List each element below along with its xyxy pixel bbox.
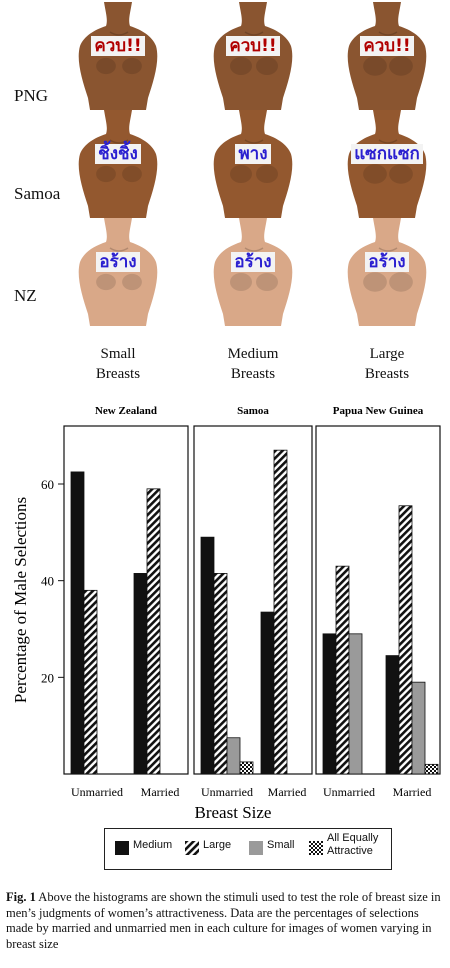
bar-medium	[133, 573, 148, 775]
chart-legend: Medium Large Small All Equally Attractiv…	[104, 828, 392, 870]
overlay-label: แซกแซก	[351, 144, 423, 164]
row-label-samoa: Samoa	[14, 184, 61, 203]
legend-swatch-large	[185, 841, 199, 855]
stimulus-nz-medium: อร้าง	[201, 218, 305, 326]
row-label-nz: NZ	[14, 286, 37, 305]
panel-title: Samoa	[237, 405, 269, 417]
bar-large	[335, 565, 350, 775]
legend-label-large: Large	[203, 839, 232, 851]
overlay-text: ควบ!!	[66, 32, 170, 59]
bar-large	[146, 488, 161, 775]
y-axis-label: Percentage of Male Selections	[11, 497, 30, 703]
torso-figure	[213, 2, 293, 110]
bar-large	[398, 505, 413, 775]
caption-lead: Fig. 1	[6, 890, 36, 904]
bar-all-equal	[239, 761, 254, 775]
legend-swatch-medium	[115, 841, 129, 855]
overlay-text: ควบ!!	[335, 32, 439, 59]
stimulus-samoa-small: ชิ้งชิ้ง	[66, 110, 170, 218]
bar-medium	[322, 633, 337, 775]
torso-figure	[78, 110, 158, 218]
overlay-label: อร้าง	[96, 252, 140, 272]
overlay-label: ชิ้งชิ้ง	[95, 144, 141, 164]
bar-medium	[200, 536, 215, 775]
figure-caption: Fig. 1 Above the histograms are shown th…	[6, 890, 446, 952]
histogram-chart: Percentage of Male Selections 20 40 60 New Z…	[11, 405, 441, 822]
bar-medium	[70, 471, 85, 775]
bar-medium	[385, 655, 400, 775]
legend-swatch-small	[249, 841, 263, 855]
legend-label-small: Small	[267, 839, 295, 851]
x-category-label: Unmarried	[71, 785, 123, 799]
row-label-png: PNG	[14, 86, 49, 105]
torso-figure	[78, 2, 158, 110]
stimulus-nz-large: อร้าง	[335, 218, 439, 326]
caption-text: Above the histograms are shown the stimu…	[6, 890, 441, 951]
panel-frame	[63, 425, 189, 775]
x-category-label: Married	[141, 785, 180, 799]
overlay-text: อร้าง	[335, 248, 439, 275]
stimulus-samoa-large: แซกแซก	[335, 110, 439, 218]
x-category-label: Unmarried	[323, 785, 375, 799]
overlay-label: อร้าง	[231, 252, 275, 272]
bar-small	[226, 737, 241, 775]
y-tick-label: 40	[41, 574, 54, 589]
overlay-text: แซกแซก	[335, 140, 439, 167]
torso-figure	[347, 218, 427, 326]
bar-all-equal	[424, 763, 439, 775]
overlay-text: ควบ!!	[201, 32, 305, 59]
torso-figure	[78, 218, 158, 326]
legend-label-all-equal: All Equally Attractive	[327, 832, 379, 857]
bar-large	[83, 589, 98, 775]
stimulus-samoa-medium: พาง	[201, 110, 305, 218]
stimulus-png-small: ควบ!!	[66, 2, 170, 110]
y-tick-label: 20	[41, 670, 54, 685]
torso-figure	[347, 110, 427, 218]
bar-large	[273, 449, 288, 775]
x-category-label: Married	[393, 785, 432, 799]
overlay-label: ควบ!!	[360, 36, 414, 56]
overlay-label: พาง	[235, 144, 271, 164]
stimulus-nz-small: อร้าง	[66, 218, 170, 326]
torso-figure	[213, 218, 293, 326]
overlay-text: ชิ้งชิ้ง	[66, 140, 170, 167]
overlay-label: ควบ!!	[226, 36, 280, 56]
overlay-label: อร้าง	[365, 252, 409, 272]
overlay-text: พาง	[201, 140, 305, 167]
overlay-text: อร้าง	[66, 248, 170, 275]
overlay-text: อร้าง	[201, 248, 305, 275]
panel-title: Papua New Guinea	[333, 405, 424, 417]
bar-large	[213, 573, 228, 775]
panel-frame	[315, 425, 441, 775]
bar-medium	[260, 611, 275, 775]
column-label-small: Small Breasts	[95, 346, 141, 382]
stimulus-png-large: ควบ!!	[335, 2, 439, 110]
panel-title: New Zealand	[95, 405, 157, 417]
legend-swatch-all-equal	[309, 841, 323, 855]
stimulus-png-medium: ควบ!!	[201, 2, 305, 110]
x-category-label: Unmarried	[201, 785, 253, 799]
column-label-large: Large Breasts	[364, 346, 410, 382]
x-category-label: Married	[268, 785, 307, 799]
x-axis-label: Breast Size	[195, 803, 272, 822]
overlay-label: ควบ!!	[91, 36, 145, 56]
torso-figure	[347, 2, 427, 110]
legend-label-medium: Medium	[133, 839, 173, 851]
bar-small	[411, 681, 426, 775]
y-tick-label: 60	[41, 477, 54, 492]
torso-figure	[213, 110, 293, 218]
bar-small	[348, 633, 363, 775]
column-label-medium: Medium Breasts	[227, 346, 279, 382]
